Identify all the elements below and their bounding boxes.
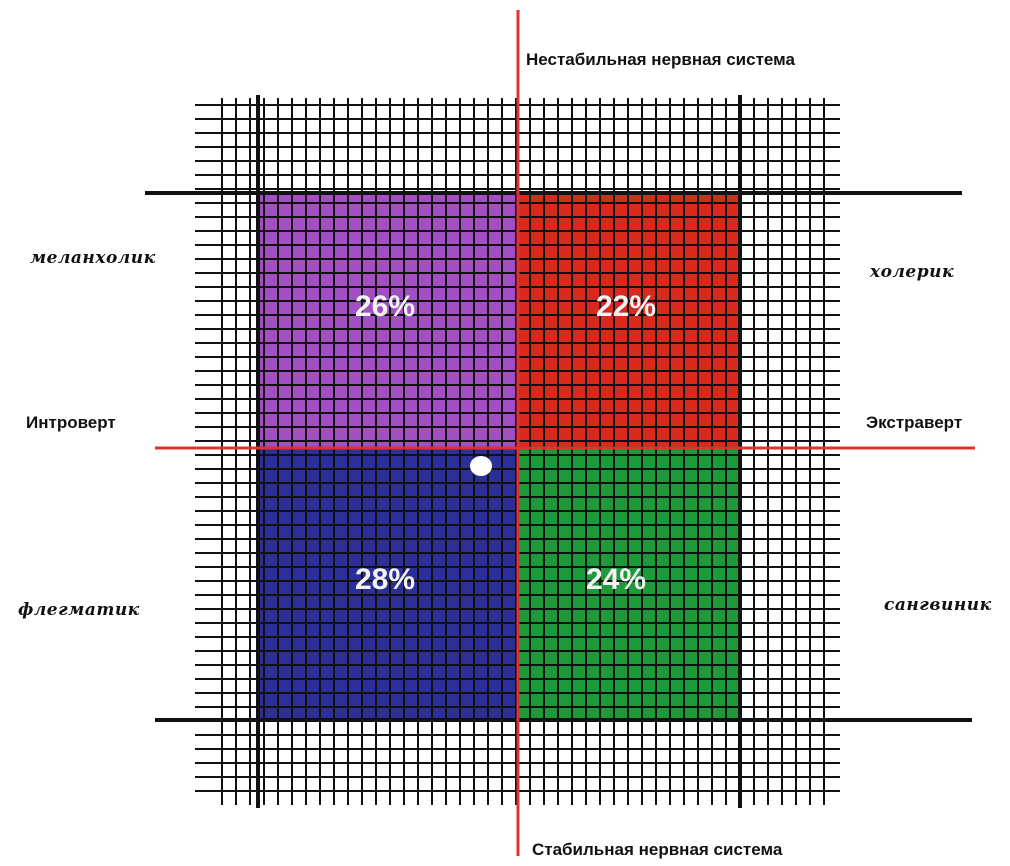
percent-phlegmatic: 28% — [354, 563, 416, 596]
label-melancholic: меланхолик — [30, 248, 156, 268]
axis-label-bottom: Стабильная нервная система — [532, 840, 783, 859]
label-phlegmatic: флегматик — [18, 600, 140, 620]
frame-lines — [145, 95, 972, 808]
axis-label-left: Интроверт — [26, 413, 116, 432]
axis-label-top: Нестабильная нервная система — [526, 50, 795, 69]
label-sanguine: сангвиник — [884, 595, 992, 615]
percent-choleric: 22% — [595, 290, 657, 323]
position-marker — [470, 456, 492, 476]
percent-melancholic: 26% — [354, 290, 416, 323]
label-choleric: холерик — [870, 262, 954, 282]
percent-sanguine: 24% — [585, 563, 647, 596]
axis-label-right: Экстраверт — [866, 413, 963, 432]
